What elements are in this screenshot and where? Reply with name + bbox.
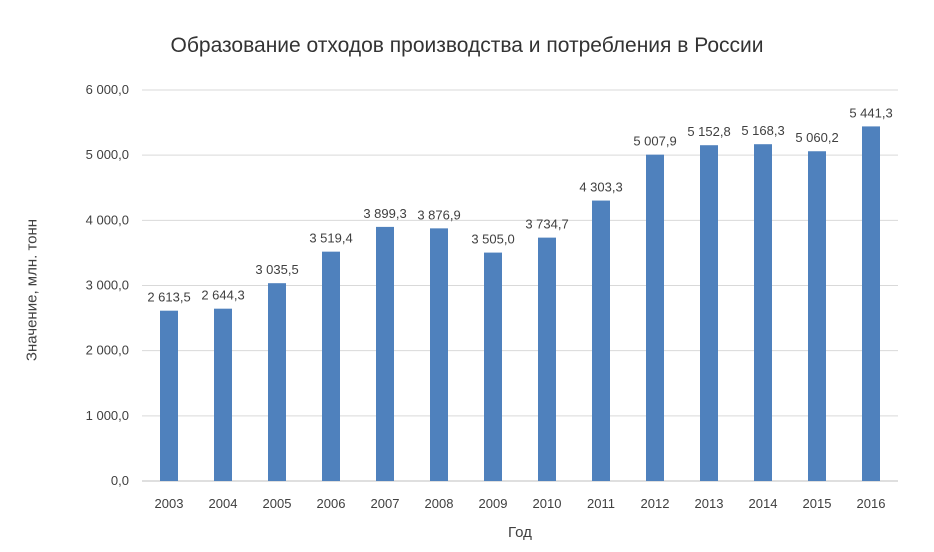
data-label: 2 644,3 bbox=[201, 288, 244, 303]
y-tick-label: 3 000,0 bbox=[86, 278, 129, 293]
x-tick-label: 2012 bbox=[641, 496, 670, 511]
bar bbox=[808, 151, 826, 481]
bar bbox=[160, 310, 178, 481]
data-label: 5 152,8 bbox=[687, 124, 730, 139]
x-tick-label: 2011 bbox=[587, 496, 615, 511]
bar bbox=[646, 154, 664, 481]
bar bbox=[322, 251, 340, 481]
bar bbox=[862, 126, 880, 481]
data-label: 5 007,9 bbox=[633, 134, 676, 149]
x-tick-label: 2010 bbox=[533, 496, 562, 511]
x-tick-label: 2008 bbox=[425, 496, 454, 511]
y-tick-label: 1 000,0 bbox=[86, 408, 129, 423]
bar bbox=[700, 145, 718, 481]
x-tick-label: 2005 bbox=[263, 496, 292, 511]
data-label: 3 734,7 bbox=[525, 217, 568, 232]
data-label: 3 519,4 bbox=[309, 231, 352, 246]
y-tick-label: 0,0 bbox=[111, 473, 129, 488]
bar bbox=[484, 252, 502, 481]
x-tick-label: 2015 bbox=[803, 496, 832, 511]
bar bbox=[754, 144, 772, 482]
bar bbox=[592, 200, 610, 481]
bar bbox=[376, 226, 394, 481]
bar bbox=[214, 308, 232, 481]
x-tick-label: 2004 bbox=[209, 496, 238, 511]
data-label: 5 060,2 bbox=[795, 130, 838, 145]
bar bbox=[538, 237, 556, 481]
data-label: 2 613,5 bbox=[147, 290, 190, 305]
x-tick-label: 2003 bbox=[155, 496, 184, 511]
bar bbox=[268, 283, 286, 481]
y-tick-label: 6 000,0 bbox=[86, 82, 129, 97]
data-label: 4 303,3 bbox=[579, 180, 622, 195]
y-tick-label: 4 000,0 bbox=[86, 212, 129, 227]
data-label: 3 035,5 bbox=[255, 262, 298, 277]
data-label: 3 876,9 bbox=[417, 207, 460, 222]
y-tick-label: 2 000,0 bbox=[86, 343, 129, 358]
y-tick-label: 5 000,0 bbox=[86, 147, 129, 162]
x-tick-label: 2006 bbox=[317, 496, 346, 511]
x-tick-label: 2014 bbox=[749, 496, 778, 511]
chart-title: Образование отходов производства и потре… bbox=[170, 34, 764, 57]
data-label: 3 899,3 bbox=[363, 206, 406, 221]
x-axis-label: Год bbox=[508, 524, 532, 541]
x-tick-label: 2009 bbox=[479, 496, 508, 511]
data-label: 3 505,0 bbox=[471, 232, 514, 247]
data-label: 5 441,3 bbox=[849, 105, 892, 120]
x-tick-label: 2007 bbox=[371, 496, 400, 511]
x-tick-label: 2016 bbox=[857, 496, 886, 511]
bar bbox=[430, 228, 448, 481]
x-tick-label: 2013 bbox=[695, 496, 724, 511]
data-label: 5 168,3 bbox=[741, 123, 784, 138]
